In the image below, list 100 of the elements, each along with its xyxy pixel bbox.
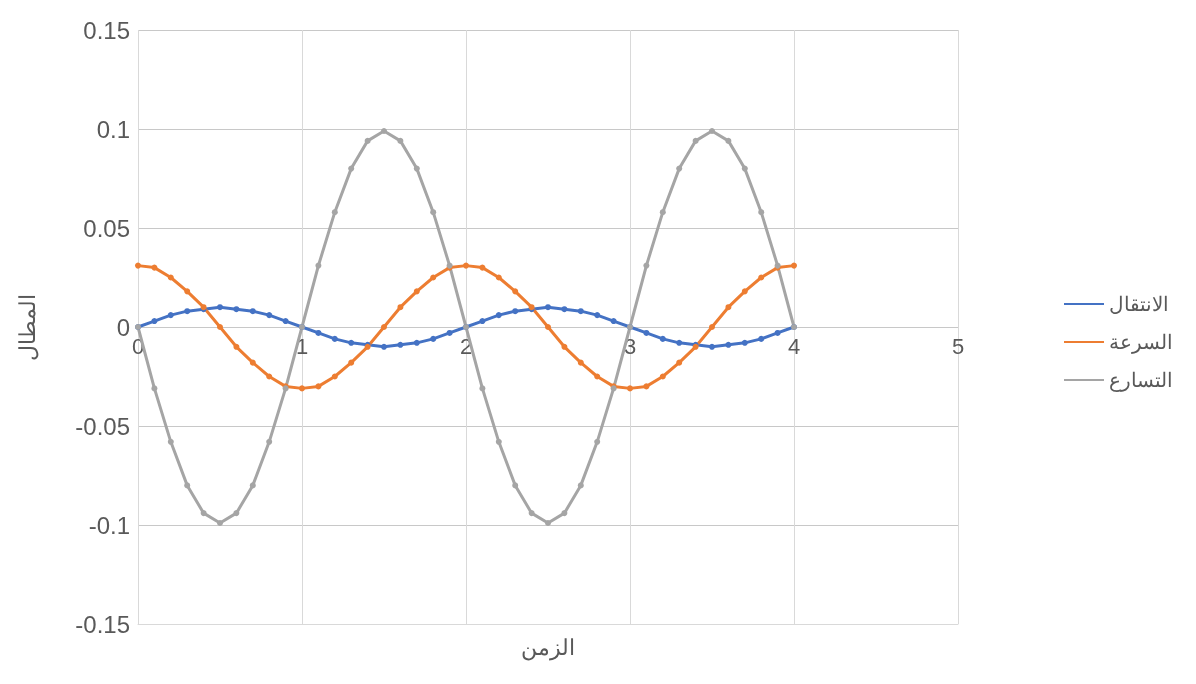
point	[331, 335, 338, 342]
point	[151, 385, 158, 392]
y-tick-label: 0.15	[83, 16, 130, 44]
point	[381, 343, 387, 350]
point	[709, 324, 715, 330]
point	[430, 335, 437, 342]
point	[709, 343, 715, 350]
point	[561, 343, 568, 350]
point	[676, 165, 683, 172]
point	[495, 312, 502, 319]
point	[741, 288, 748, 295]
point	[512, 308, 519, 315]
point	[577, 482, 584, 489]
point	[561, 510, 568, 517]
point	[397, 341, 404, 348]
point	[741, 165, 748, 172]
point	[266, 373, 273, 380]
point	[479, 318, 486, 325]
y-tick-label: -0.05	[75, 412, 130, 440]
point	[167, 312, 174, 319]
point	[659, 209, 666, 216]
point	[479, 385, 486, 392]
legend-label: الانتقال	[1109, 293, 1169, 315]
legend-label: التسارع	[1109, 369, 1173, 392]
point	[364, 137, 371, 144]
point	[643, 262, 650, 269]
point	[167, 274, 174, 281]
point	[725, 137, 732, 144]
point	[413, 339, 420, 346]
point	[315, 329, 322, 336]
point	[413, 288, 420, 295]
point	[758, 274, 765, 281]
point	[659, 335, 666, 342]
point	[577, 308, 584, 315]
point	[495, 274, 502, 281]
x-tick-label: 4	[787, 333, 801, 359]
point	[184, 288, 191, 295]
point	[594, 438, 601, 445]
point	[774, 329, 781, 336]
point	[266, 312, 273, 319]
point	[430, 274, 437, 281]
point	[397, 137, 404, 144]
point	[217, 304, 223, 311]
point	[627, 385, 633, 392]
point	[594, 373, 601, 380]
point	[758, 209, 765, 216]
legend-label: السرعة	[1109, 331, 1173, 354]
y-tick-label: 0.05	[83, 214, 130, 242]
point	[512, 482, 519, 489]
point	[758, 335, 765, 342]
point	[217, 324, 223, 330]
point	[545, 324, 551, 330]
y-tick-label: -0.15	[75, 610, 130, 638]
point	[577, 359, 584, 366]
point	[315, 383, 322, 390]
point	[348, 359, 355, 366]
point	[545, 304, 551, 311]
point	[676, 359, 683, 366]
point	[233, 306, 240, 313]
point	[381, 324, 387, 330]
point	[643, 383, 650, 390]
point	[561, 306, 568, 313]
point	[348, 339, 355, 346]
point	[315, 262, 322, 269]
point	[692, 137, 699, 144]
point	[151, 264, 158, 271]
y-tick-label: 0	[116, 313, 130, 341]
point	[495, 438, 502, 445]
y-tick-label: 0.1	[96, 115, 130, 143]
point	[381, 127, 387, 134]
point	[135, 262, 141, 269]
point	[233, 510, 240, 517]
point	[446, 329, 453, 336]
x-tick-label: 5	[951, 333, 965, 359]
point	[151, 318, 158, 325]
point	[331, 209, 338, 216]
point	[676, 339, 683, 346]
point	[249, 308, 256, 315]
point	[200, 510, 207, 517]
point	[725, 304, 732, 311]
point	[249, 482, 256, 489]
point	[348, 165, 355, 172]
point	[725, 341, 732, 348]
point	[528, 510, 535, 517]
y-tick-label: -0.1	[88, 511, 130, 539]
point	[643, 329, 650, 336]
point	[791, 262, 797, 269]
point	[184, 482, 191, 489]
point	[659, 373, 666, 380]
point	[709, 127, 715, 134]
point	[167, 438, 174, 445]
y-axis-title: المطال	[14, 293, 40, 361]
point	[479, 264, 486, 271]
point	[545, 520, 551, 527]
point	[184, 308, 191, 315]
point	[594, 312, 601, 319]
point	[299, 385, 305, 392]
point	[413, 165, 420, 172]
point	[512, 288, 519, 295]
x-axis-title: الزمن	[521, 634, 575, 661]
